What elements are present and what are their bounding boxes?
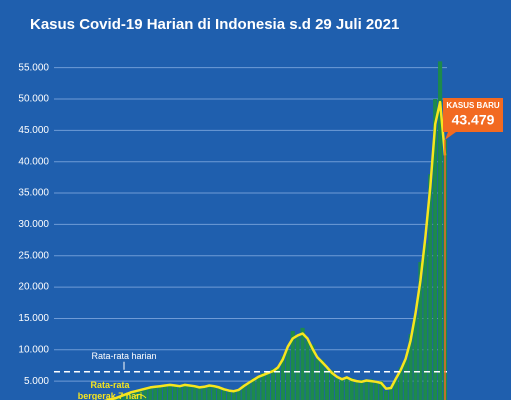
y-tick-label: 10.000	[18, 344, 49, 355]
bar	[182, 383, 187, 400]
series-pointer	[134, 393, 147, 399]
bar	[374, 383, 379, 400]
bar	[329, 370, 335, 400]
bar	[290, 330, 295, 400]
bar	[256, 377, 261, 400]
moving-average-line	[103, 100, 447, 400]
bar	[418, 262, 423, 400]
bar	[393, 379, 398, 400]
chart-title: Kasus Covid-19 Harian di Indonesia s.d 2…	[30, 16, 399, 33]
y-tick-label: 55.000	[18, 62, 49, 73]
bar	[285, 349, 290, 400]
bar	[310, 344, 315, 400]
bar	[118, 396, 123, 400]
bar	[231, 389, 236, 400]
bar	[384, 390, 389, 400]
bar	[433, 99, 438, 400]
bar	[398, 367, 403, 400]
bar	[241, 384, 246, 400]
bar	[305, 340, 310, 400]
bar	[158, 386, 163, 400]
bar	[217, 388, 222, 400]
bar	[334, 378, 340, 400]
series-label-line: Rata-rata	[90, 380, 130, 390]
series-label-line: bergerak 7 hari	[78, 391, 143, 400]
callout-pointer	[445, 132, 456, 140]
y-tick-label: 20.000	[18, 282, 49, 293]
callout-title: KASUS BARU	[446, 101, 500, 110]
bar	[325, 368, 330, 400]
bar	[148, 388, 153, 400]
bar	[197, 388, 202, 400]
y-tick-label: 25.000	[18, 250, 49, 261]
bar	[364, 381, 369, 400]
bar	[438, 61, 443, 400]
bar	[246, 383, 251, 400]
bar	[280, 356, 285, 400]
bar	[167, 385, 173, 400]
bar	[354, 382, 359, 400]
y-tick-label: 40.000	[18, 156, 49, 167]
bar	[123, 393, 128, 400]
bar	[187, 386, 192, 400]
bar	[236, 390, 241, 400]
bar	[261, 372, 266, 400]
bar	[295, 337, 300, 400]
bar	[320, 359, 325, 400]
bar	[388, 386, 394, 400]
bar	[403, 359, 408, 400]
bar	[349, 378, 354, 400]
bar	[300, 327, 305, 400]
bar	[221, 388, 227, 400]
bar	[339, 377, 344, 400]
bar	[207, 386, 212, 400]
bar	[177, 387, 182, 400]
y-tick-label: 30.000	[18, 219, 49, 230]
y-tick-label: 5.000	[24, 376, 49, 387]
bar	[162, 384, 168, 400]
bar	[251, 378, 256, 400]
y-tick-label: 45.000	[18, 125, 49, 136]
bar	[408, 334, 413, 400]
bar	[369, 379, 374, 400]
bar	[423, 243, 428, 400]
callout-box	[443, 98, 503, 132]
bar	[266, 374, 271, 400]
bar	[133, 389, 138, 400]
bar	[275, 368, 281, 400]
bar	[226, 391, 231, 400]
bar	[344, 378, 349, 400]
bar	[138, 390, 143, 400]
y-tick-label: 15.000	[18, 313, 49, 324]
callout-value: 43.479	[452, 112, 495, 128]
bar	[172, 384, 177, 400]
bar	[428, 174, 433, 400]
bar	[212, 384, 217, 400]
y-tick-label: 35.000	[18, 188, 49, 199]
bar	[143, 387, 148, 400]
series-label: Rata-rata bergerak 7 hari	[78, 380, 143, 400]
bar	[271, 368, 276, 400]
reference-label: Rata-rata harian	[91, 351, 156, 361]
bar	[192, 384, 197, 400]
bar	[413, 315, 418, 400]
bar	[128, 393, 133, 400]
bar	[153, 385, 158, 400]
y-tick-label: 50.000	[18, 94, 49, 105]
bar	[379, 381, 384, 400]
bar	[359, 379, 364, 400]
bar	[315, 359, 320, 400]
bar	[202, 385, 207, 400]
